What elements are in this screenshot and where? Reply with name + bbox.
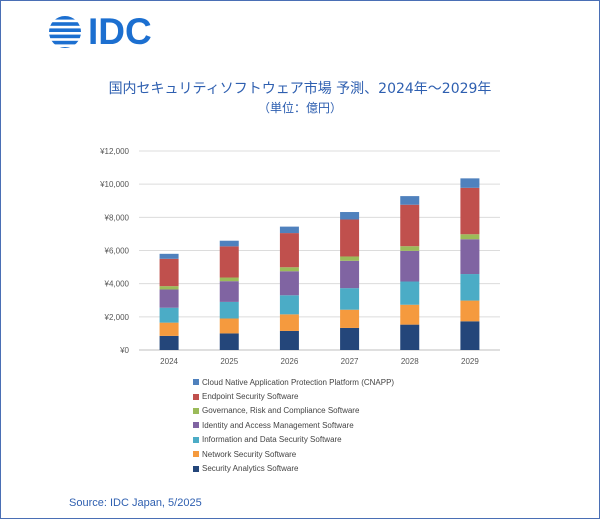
bar-segment	[460, 234, 480, 240]
bar-segment	[279, 226, 299, 234]
idc-logo: IDC	[48, 12, 152, 52]
legend-item: Identity and Access Management Software	[193, 418, 394, 432]
legend-swatch	[193, 422, 199, 429]
bar-segment	[400, 281, 420, 305]
x-tick-label: 2028	[401, 357, 419, 366]
legend-item: Network Security Software	[193, 447, 394, 461]
x-tick-label: 2029	[461, 357, 479, 366]
legend-swatch	[193, 393, 199, 400]
chart-subtitle: （単位：億円）	[257, 101, 342, 115]
legend-swatch	[193, 451, 199, 458]
legend-label: Network Security Software	[202, 449, 297, 459]
legend-label: Endpoint Security Software	[202, 392, 299, 402]
legend-swatch	[193, 407, 199, 414]
bar-segment	[340, 327, 360, 350]
bar-segment	[400, 250, 420, 282]
legend-item: Security Analytics Software	[193, 461, 394, 475]
y-tick-label: ¥2,000	[104, 313, 130, 322]
y-tick-label: ¥4,000	[104, 280, 130, 289]
bar-segment	[460, 300, 480, 322]
bar-segment	[219, 318, 239, 334]
y-tick-label: ¥10,000	[99, 180, 129, 189]
legend-label: Information and Data Security Software	[202, 435, 342, 445]
legend-item: Cloud Native Application Protection Plat…	[193, 375, 394, 389]
bar-segment	[340, 212, 360, 220]
legend-item: Endpoint Security Software	[193, 389, 394, 403]
legend-item: Information and Data Security Software	[193, 433, 394, 447]
bar-segment	[279, 233, 299, 268]
legend-swatch	[193, 436, 199, 443]
bar-segment	[279, 267, 299, 272]
bar-segment	[460, 274, 480, 301]
x-tick-label: 2026	[281, 357, 299, 366]
legend-label: Security Analytics Software	[202, 464, 299, 474]
x-tick-label: 2024	[160, 357, 178, 366]
bar-segment	[460, 178, 480, 188]
y-tick-label: ¥8,000	[104, 213, 130, 222]
bar-segment	[460, 239, 480, 275]
source-note: Source: IDC Japan, 5/2025	[69, 497, 202, 509]
bar-segment	[340, 309, 360, 328]
legend-label: Cloud Native Application Protection Plat…	[202, 377, 395, 387]
bar-segment	[219, 281, 239, 302]
bar-segment	[159, 258, 179, 287]
bar-segment	[159, 322, 179, 336]
legend-label: Identity and Access Management Software	[202, 420, 354, 430]
bar-segment	[219, 277, 239, 282]
globe-icon	[49, 16, 81, 48]
bar-segment	[219, 301, 239, 319]
y-tick-label: ¥6,000	[104, 247, 130, 256]
bar-segment	[279, 314, 299, 331]
bar-segment	[219, 240, 239, 247]
bar-segment	[159, 289, 179, 308]
legend-swatch	[193, 379, 199, 386]
y-tick-label: ¥0	[119, 346, 129, 355]
bar-segment	[159, 286, 179, 290]
bar-segment	[460, 321, 480, 350]
chart-title: 国内セキュリティソフトウェア市場 予測、2024年～2029年	[108, 81, 492, 97]
bar-segment	[340, 288, 360, 310]
bar-segment	[460, 187, 480, 235]
bar-segment	[400, 204, 420, 247]
bar-segment	[400, 324, 420, 350]
bar-segment	[219, 246, 239, 278]
legend-item: Governance, Risk and Compliance Software	[193, 404, 394, 418]
bar-segment	[400, 196, 420, 205]
legend-label: Governance, Risk and Compliance Software	[202, 406, 360, 416]
bar-segment	[279, 271, 299, 296]
bar-segment	[159, 307, 179, 323]
bar-segment	[159, 253, 179, 259]
x-tick-label: 2027	[341, 357, 359, 366]
bar-segment	[340, 260, 360, 289]
bar-segment	[400, 304, 420, 325]
bar-segment	[340, 256, 360, 261]
x-tick-label: 2025	[220, 357, 238, 366]
bar-segment	[340, 219, 360, 257]
bar-segment	[279, 295, 299, 315]
bar-segment	[159, 335, 179, 350]
legend-swatch	[193, 465, 199, 472]
chart-legend: Cloud Native Application Protection Plat…	[193, 375, 394, 476]
bar-segment	[400, 246, 420, 251]
y-tick-label: ¥12,000	[99, 147, 129, 156]
logo-text: IDC	[88, 11, 152, 52]
bar-segment	[219, 333, 239, 350]
bar-segment	[279, 330, 299, 350]
